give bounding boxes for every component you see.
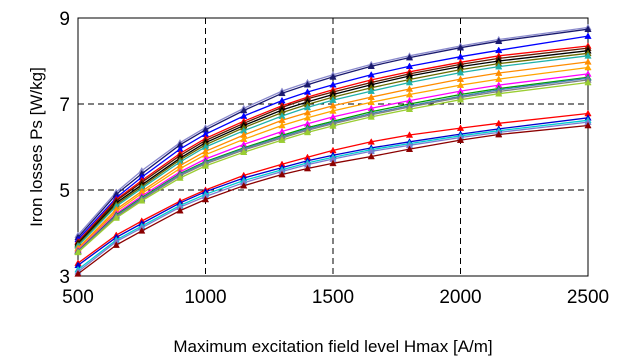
series-20 [74, 121, 592, 277]
data-point [405, 145, 414, 152]
data-point [456, 68, 465, 76]
series-2 [74, 25, 592, 241]
series-line [77, 45, 589, 243]
data-point [584, 32, 592, 39]
x-tick-label: 1500 [312, 287, 354, 308]
series-line [77, 121, 589, 273]
series-line [77, 119, 589, 271]
data-point [278, 170, 286, 178]
data-point [303, 80, 312, 88]
data-point [584, 25, 592, 32]
data-point [138, 227, 146, 234]
data-point [367, 113, 375, 120]
data-point [112, 241, 120, 248]
data-point [456, 136, 465, 143]
data-point [405, 105, 414, 112]
data-point [240, 148, 248, 155]
data-point [329, 159, 337, 167]
data-point [367, 62, 375, 69]
data-point [367, 152, 375, 160]
data-point [201, 195, 210, 203]
series-line [77, 77, 589, 252]
series-15 [74, 78, 592, 256]
data-point [495, 130, 503, 138]
data-point [201, 162, 210, 169]
data-point [176, 206, 184, 214]
data-point [584, 121, 592, 129]
data-point [74, 270, 82, 277]
data-point [405, 53, 414, 61]
data-point [456, 43, 465, 51]
data-point [405, 78, 414, 86]
y-tick-label: 9 [59, 9, 70, 30]
series-line [77, 28, 589, 238]
series-line [77, 73, 589, 251]
x-tick-label: 2000 [439, 287, 481, 308]
data-point [112, 214, 120, 221]
data-point [329, 122, 337, 129]
y-tick-label: 5 [59, 181, 70, 202]
data-point [278, 89, 286, 97]
data-point [495, 37, 503, 45]
data-point [329, 73, 337, 80]
data-point [456, 95, 465, 103]
series-line [77, 117, 589, 266]
series-layer [74, 23, 592, 277]
data-point [303, 128, 312, 136]
series-line [77, 66, 589, 250]
series-line [77, 26, 589, 236]
data-point [176, 174, 184, 181]
x-axis-title: Maximum excitation field level Hmax [A/m… [173, 337, 492, 356]
series-line [77, 79, 589, 253]
data-point [584, 63, 592, 71]
data-point [584, 78, 592, 86]
series-line [77, 52, 589, 246]
data-point [74, 248, 82, 256]
series-line [77, 47, 589, 243]
tick-labels: 500 1000 1500 2000 2500 3 5 7 9 [59, 9, 609, 308]
series-line [77, 35, 589, 240]
x-tick-label: 2500 [567, 287, 609, 308]
y-tick-label: 3 [59, 267, 70, 288]
data-point [278, 136, 286, 143]
data-point [405, 131, 414, 138]
data-point [138, 197, 146, 204]
series-line [77, 124, 589, 275]
series-line [77, 76, 589, 252]
x-tick-label: 500 [62, 287, 94, 308]
data-point [495, 62, 503, 70]
y-tick-label: 7 [59, 95, 70, 116]
series-line [77, 81, 589, 253]
series-line [77, 50, 589, 245]
x-tick-label: 1000 [184, 287, 226, 308]
data-point [240, 181, 248, 189]
data-point [495, 89, 503, 97]
data-point [303, 164, 312, 172]
series-line [77, 55, 589, 247]
series-line [77, 112, 589, 264]
y-axis-title: Iron losses Ps [W/kg] [27, 67, 46, 227]
series-line [77, 61, 589, 249]
